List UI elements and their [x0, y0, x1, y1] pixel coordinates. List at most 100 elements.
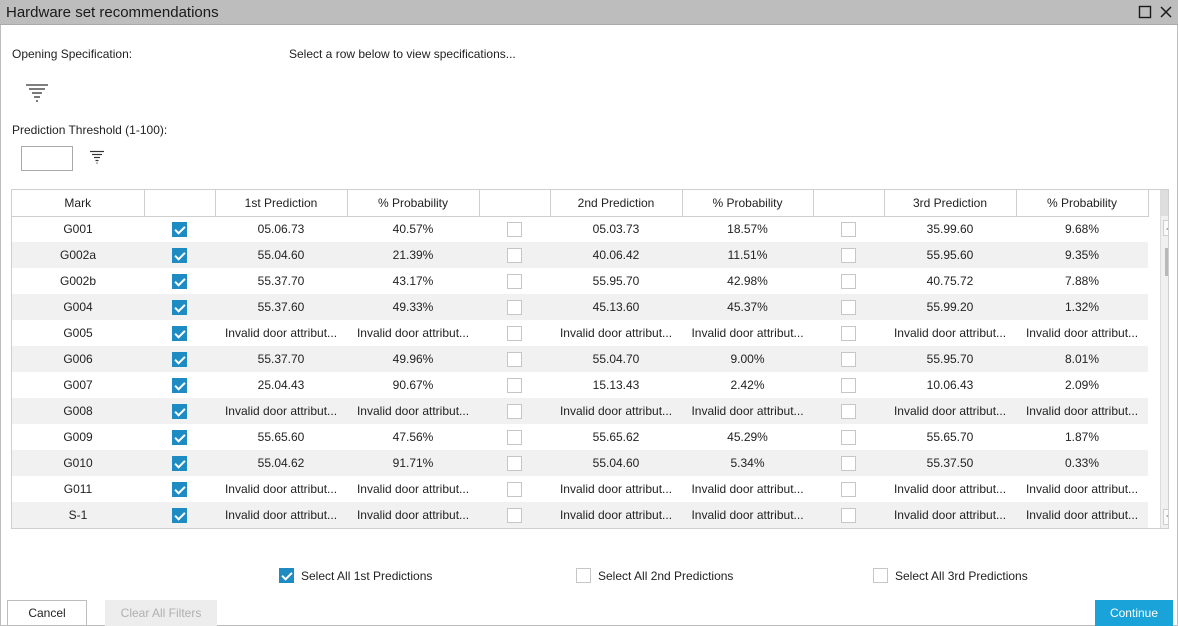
select-3rd-checkbox[interactable]: [841, 247, 856, 263]
select-1st-checkbox[interactable]: [172, 247, 187, 263]
select-3rd-checkbox[interactable]: [841, 481, 856, 497]
checkbox-cell: [479, 502, 550, 528]
close-icon[interactable]: [1159, 5, 1173, 19]
3rd-probability-cell: 9.68%: [1064, 222, 1100, 237]
select-all-3rd-checkbox[interactable]: [873, 568, 888, 583]
select-2nd-checkbox[interactable]: [507, 221, 522, 237]
table-row[interactable]: G007 25.04.43 90.67% 15.13.43 2.42% 10.06.43 2…: [12, 372, 1148, 398]
1st-prediction-cell: Invalid door attribut...: [224, 482, 338, 496]
col-3rd-probability[interactable]: % Probability: [1016, 190, 1149, 217]
threshold-filter-icon[interactable]: [89, 150, 105, 164]
select-3rd-checkbox[interactable]: [841, 221, 856, 237]
select-3rd-checkbox[interactable]: [841, 403, 856, 419]
select-1st-checkbox[interactable]: [172, 299, 187, 315]
select-2nd-checkbox[interactable]: [507, 429, 522, 445]
select-2nd-checkbox[interactable]: [507, 351, 522, 367]
select-1st-checkbox[interactable]: [172, 481, 187, 497]
3rd-prediction-cell: 55.65.70: [926, 430, 974, 444]
table-row[interactable]: S-1 Invalid door attribut... Invalid door …: [12, 502, 1148, 528]
select-1st-checkbox[interactable]: [172, 351, 187, 367]
mark-cell: G005: [63, 326, 93, 340]
2nd-probability-cell: Invalid door attribut...: [691, 482, 804, 496]
select-all-1st[interactable]: Select All 1st Predictions: [279, 568, 432, 583]
table-row[interactable]: G006 55.37.70 49.96% 55.04.70 9.00% 55.95.70 8…: [12, 346, 1148, 372]
2nd-prediction-cell: 55.95.70: [592, 274, 640, 288]
3rd-prediction-cell: 10.06.43: [926, 378, 974, 392]
threshold-input[interactable]: [21, 146, 73, 171]
select-2nd-checkbox[interactable]: [507, 507, 522, 523]
2nd-probability-cell: 11.51%: [682, 242, 813, 268]
table-row[interactable]: G010 55.04.62 91.71% 55.04.60 5.34% 55.37.50 0…: [12, 450, 1148, 476]
checkbox-cell: [144, 320, 215, 346]
2nd-probability-cell: Invalid door attribut...: [682, 398, 813, 424]
select-2nd-checkbox[interactable]: [507, 299, 522, 315]
col-1st-prediction[interactable]: 1st Prediction: [215, 190, 348, 217]
3rd-probability-cell: Invalid door attribut...: [1016, 502, 1148, 528]
scrollbar-thumb[interactable]: [1165, 248, 1168, 276]
cancel-button[interactable]: Cancel: [7, 600, 87, 626]
col-check-1[interactable]: [144, 190, 216, 217]
select-1st-checkbox[interactable]: [172, 377, 187, 393]
select-all-3rd[interactable]: Select All 3rd Predictions: [873, 568, 1028, 583]
select-1st-checkbox[interactable]: [172, 273, 187, 289]
select-1st-checkbox[interactable]: [172, 455, 187, 471]
select-1st-checkbox[interactable]: [172, 507, 187, 523]
clear-all-filters-button[interactable]: Clear All Filters: [105, 600, 217, 626]
select-2nd-checkbox[interactable]: [507, 273, 522, 289]
select-1st-checkbox[interactable]: [172, 325, 187, 341]
select-3rd-checkbox[interactable]: [841, 273, 856, 289]
table-row[interactable]: G005 Invalid door attribut... Invalid door…: [12, 320, 1148, 346]
select-3rd-checkbox[interactable]: [841, 325, 856, 341]
select-3rd-checkbox[interactable]: [841, 377, 856, 393]
select-1st-checkbox[interactable]: [172, 429, 187, 445]
vertical-scrollbar[interactable]: [1160, 190, 1169, 528]
2nd-prediction-cell: 15.13.43: [592, 378, 640, 392]
checkbox-cell: [479, 242, 550, 268]
table-row[interactable]: G001 05.06.73 40.57% 05.03.73 18.57% 35.99.60…: [12, 216, 1148, 242]
select-3rd-checkbox[interactable]: [841, 429, 856, 445]
select-3rd-checkbox[interactable]: [841, 507, 856, 523]
checkbox-cell: [479, 424, 550, 450]
select-2nd-checkbox[interactable]: [507, 481, 522, 497]
grid-body: G001 05.06.73 40.57% 05.03.73 18.57% 35.99.60…: [12, 216, 1148, 528]
select-2nd-checkbox[interactable]: [507, 403, 522, 419]
1st-probability-cell: 49.33%: [347, 294, 479, 320]
table-row[interactable]: G011 Invalid door attribut... Invalid door…: [12, 476, 1148, 502]
col-2nd-prediction[interactable]: 2nd Prediction: [550, 190, 683, 217]
table-row[interactable]: G004 55.37.60 49.33% 45.13.60 45.37% 55.99.20…: [12, 294, 1148, 320]
col-check-2[interactable]: [479, 190, 551, 217]
table-row[interactable]: G002a 55.04.60 21.39% 40.06.42 11.51% 55.95.6…: [12, 242, 1148, 268]
select-3rd-checkbox[interactable]: [841, 455, 856, 471]
checkbox-cell: [479, 450, 550, 476]
col-check-3[interactable]: [813, 190, 885, 217]
maximize-icon[interactable]: [1138, 5, 1152, 19]
select-2nd-checkbox[interactable]: [507, 377, 522, 393]
table-row[interactable]: G008 Invalid door attribut... Invalid door…: [12, 398, 1148, 424]
table-row[interactable]: G009 55.65.60 47.56% 55.65.62 45.29% 55.65.70…: [12, 424, 1148, 450]
2nd-prediction-cell: 55.65.62: [592, 430, 640, 444]
3rd-prediction-cell: 40.75.72: [926, 274, 974, 288]
select-all-2nd[interactable]: Select All 2nd Predictions: [576, 568, 733, 583]
col-mark[interactable]: Mark: [12, 190, 145, 217]
select-1st-checkbox[interactable]: [172, 403, 187, 419]
select-2nd-checkbox[interactable]: [507, 455, 522, 471]
filter-icon[interactable]: [25, 83, 49, 103]
select-all-3rd-label: Select All 3rd Predictions: [895, 568, 1028, 583]
select-all-1st-checkbox[interactable]: [279, 568, 294, 583]
select-3rd-checkbox[interactable]: [841, 351, 856, 367]
select-1st-checkbox[interactable]: [172, 221, 187, 237]
select-2nd-checkbox[interactable]: [507, 247, 522, 263]
2nd-probability-cell: 42.98%: [727, 274, 768, 288]
select-all-2nd-checkbox[interactable]: [576, 568, 591, 583]
col-3rd-prediction[interactable]: 3rd Prediction: [884, 190, 1017, 217]
chevron-up-icon[interactable]: [1163, 220, 1169, 236]
continue-button[interactable]: Continue: [1095, 600, 1173, 626]
table-row[interactable]: G002b 55.37.70 43.17% 55.95.70 42.98% 40.75.7…: [12, 268, 1148, 294]
mark-cell: G002a: [12, 242, 144, 268]
select-2nd-checkbox[interactable]: [507, 325, 522, 341]
col-2nd-probability[interactable]: % Probability: [682, 190, 814, 217]
col-1st-probability[interactable]: % Probability: [347, 190, 480, 217]
select-3rd-checkbox[interactable]: [841, 299, 856, 315]
2nd-probability-cell: Invalid door attribut...: [691, 326, 804, 340]
chevron-down-icon[interactable]: [1163, 509, 1169, 525]
